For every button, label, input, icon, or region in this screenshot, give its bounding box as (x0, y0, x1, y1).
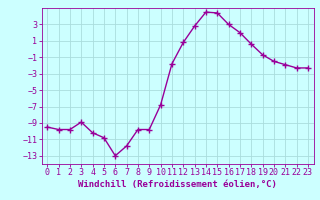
X-axis label: Windchill (Refroidissement éolien,°C): Windchill (Refroidissement éolien,°C) (78, 180, 277, 189)
